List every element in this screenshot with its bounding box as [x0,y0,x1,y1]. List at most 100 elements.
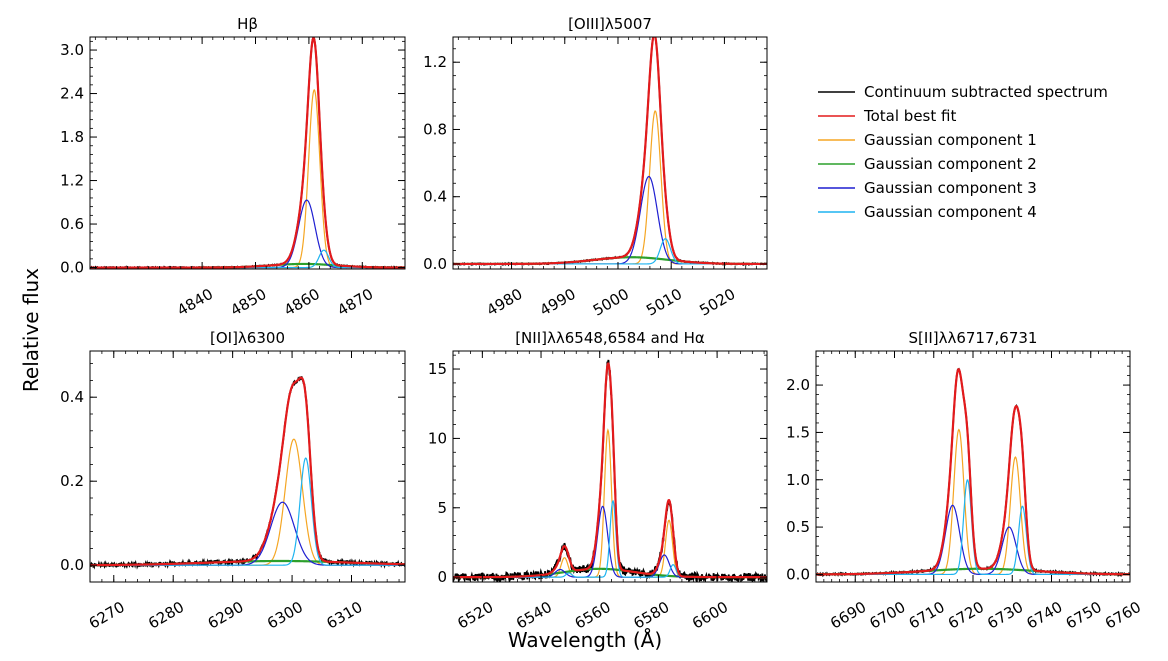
y-tick-label: 0.2 [60,472,84,490]
axes-frame [452,36,768,270]
y-tick-label: 0.4 [423,188,447,206]
x-tick-label: 6710 [906,598,948,633]
total-fit-line [90,37,405,269]
y-tick-label: 1.0 [786,471,810,489]
legend-entry-continuum: Continuum subtracted spectrum [818,83,1108,101]
legend-label-component-3: Gaussian component 3 [864,179,1037,197]
x-tick-label: 6760 [1102,598,1144,633]
gaussian-component-1-line [90,438,405,566]
y-tick-label: 0.4 [60,388,84,406]
plot-area [453,37,767,267]
observed-spectrum-line [453,37,767,267]
legend-entry-component-4: Gaussian component 4 [818,203,1037,221]
x-tick-label: 6700 [866,598,908,633]
y-axis-label: Relative flux [19,268,43,392]
x-tick-label: 6750 [1063,598,1105,633]
panel-title: Hβ [237,15,258,33]
y-tick-label: 2.0 [786,376,810,394]
gaussian-component-4-line [453,500,767,578]
y-tick-label: 0.0 [60,556,84,574]
y-tick-label: 1.2 [60,172,84,190]
gaussian-component-4-line [90,249,405,269]
legend-label-component-1: Gaussian component 1 [864,131,1037,149]
x-tick-label: 6600 [689,598,731,633]
panel-title: [OI]λ6300 [210,329,285,347]
y-tick-label: 0.0 [423,255,447,273]
x-tick-label: 6520 [454,598,496,633]
x-tick-label: 5000 [590,285,632,320]
gaussian-component-3-line [90,199,405,269]
y-tick-label: 0.6 [60,215,84,233]
panel-oiii: [OIII]λ5007 0.0 0.4 0.8 1.2 4980 4990 5000 5010 5… [423,15,768,320]
x-tick-label: 4990 [537,285,579,320]
x-tick-label: 6730 [984,598,1026,633]
x-tick-label: 4840 [174,285,216,320]
gaussian-component-1-line [453,110,767,265]
axes-frame [815,350,1131,583]
x-tick-label: 6740 [1023,598,1065,633]
y-tick-label: 0.5 [786,518,810,536]
plot-area [90,376,405,570]
x-tick-label: 6300 [264,598,306,633]
x-tick-label: 4870 [334,285,376,320]
total-fit-line [453,362,767,579]
gaussian-component-3-line [453,175,767,265]
gaussian-component-4-line [453,238,767,265]
legend-entry-component-1: Gaussian component 1 [818,131,1037,149]
panel-title: [OIII]λ5007 [568,15,652,33]
panel-oi: [OI]λ6300 0.0 0.2 0.4 6270 6280 6290 6300 6310 [60,329,406,633]
x-tick-label: 4860 [281,285,323,320]
y-tick-label: 0.8 [423,120,447,138]
y-tick-label: 0 [437,568,447,586]
gaussian-component-3-line [90,501,405,566]
x-tick-label: 6270 [86,598,128,633]
legend-entry-component-3: Gaussian component 3 [818,179,1037,197]
legend-entry-component-2: Gaussian component 2 [818,155,1037,173]
legend-entry-total-fit: Total best fit [818,107,956,125]
total-fit-line [453,37,767,266]
panel-sii: S[II]λλ6717,67310.00.51.01.52.0669067006… [786,329,1144,633]
observed-spectrum-line [90,37,405,269]
x-tick-label: 5020 [696,285,738,320]
panel-hbeta: Hβ 0.0 0.6 1.2 1.8 2.4 3.0 4840 4850 4860 4870 [60,15,406,320]
x-tick-label: 6720 [945,598,987,633]
legend-label-continuum: Continuum subtracted spectrum [864,83,1108,101]
y-tick-label: 1.2 [423,53,447,71]
panel-title: S[II]λλ6717,6731 [909,329,1038,347]
x-tick-label: 6280 [145,598,187,633]
gaussian-component-1-line [816,428,1130,576]
y-tick-label: 1.5 [786,423,810,441]
x-tick-label: 6310 [323,598,365,633]
plot-area [453,359,767,582]
gaussian-component-1-line [90,88,405,269]
gaussian-component-3-line [453,505,767,578]
y-tick-label: 0.0 [60,259,84,277]
total-fit-line [816,368,1130,576]
x-tick-label: 6690 [827,598,869,633]
legend-label-total-fit: Total best fit [863,107,956,125]
observed-spectrum-line [90,376,405,570]
gaussian-component-4-line [90,457,405,566]
plot-area [816,367,1130,578]
y-tick-label: 10 [428,429,447,447]
plot-area [90,37,405,269]
panel-title: [NII]λλ6548,6584 and Hα [515,329,705,347]
x-axis-label: Wavelength (Å) [508,628,662,652]
x-tick-label: 5010 [643,285,685,320]
legend-label-component-4: Gaussian component 4 [864,203,1037,221]
y-tick-label: 1.8 [60,128,84,146]
axes-frame [89,350,406,583]
y-tick-label: 2.4 [60,85,84,103]
y-tick-label: 5 [437,499,447,517]
y-tick-label: 15 [428,360,447,378]
observed-spectrum-line [453,359,767,582]
total-fit-line [90,376,405,567]
x-tick-label: 4850 [227,285,269,320]
x-tick-label: 6290 [205,598,247,633]
y-tick-label: 3.0 [60,41,84,59]
y-tick-label: 0.0 [786,565,810,583]
axes-frame [89,36,406,270]
legend-label-component-2: Gaussian component 2 [864,155,1037,173]
